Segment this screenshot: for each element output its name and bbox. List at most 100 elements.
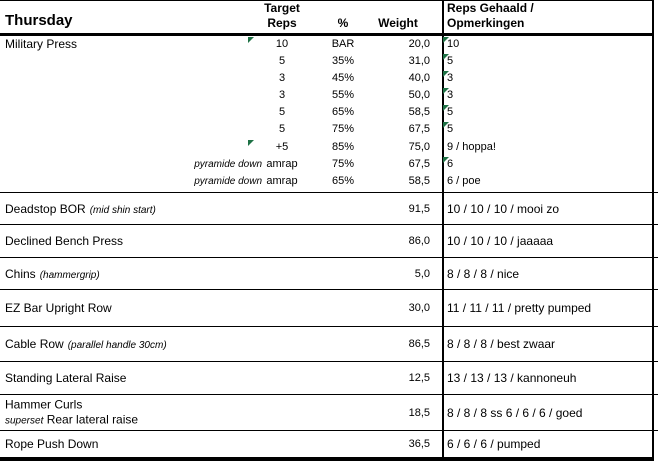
- col-header-reps-line1: Reps Gehaald /: [447, 1, 534, 15]
- header-underline: [0, 33, 654, 36]
- col-header-percent[interactable]: %: [337, 16, 349, 30]
- percent-cell[interactable]: 85%: [331, 141, 355, 153]
- col-header-reps-gehaald[interactable]: Reps Gehaald / Opmerkingen: [447, 1, 534, 31]
- exercise-name[interactable]: Declined Bench Press: [5, 234, 124, 248]
- target-reps-cell[interactable]: 5: [278, 106, 286, 118]
- reps-achieved-cell[interactable]: 8 / 8 / 8 / best zwaar: [447, 337, 556, 351]
- right-border: [652, 0, 654, 461]
- weight-cell[interactable]: 20,0: [408, 38, 430, 50]
- exercise-annotation: (parallel handle 30cm): [67, 340, 167, 351]
- exercise-row-hammer-curls: Hammer Curls superset Rear lateral raise…: [0, 394, 658, 430]
- weight-cell[interactable]: 50,0: [408, 89, 430, 101]
- target-reps-cell[interactable]: +5: [275, 141, 289, 153]
- percent-cell[interactable]: 55%: [331, 89, 355, 101]
- exercise-row-declined-bench-press: Declined Bench Press 86,0 10 / 10 / 10 /…: [0, 224, 658, 257]
- weight-cell[interactable]: 58,5: [408, 175, 430, 187]
- reps-achieved-cell[interactable]: 5: [447, 55, 454, 67]
- reps-achieved-cell[interactable]: 11 / 11 / 11 / pretty pumped: [447, 301, 592, 315]
- exercise-annotation: (hammergrip): [39, 269, 100, 281]
- error-indicator-icon: [443, 37, 449, 43]
- target-reps-cell[interactable]: 3: [278, 89, 286, 101]
- exercise-name-military-press[interactable]: Military Press: [5, 37, 78, 51]
- col-header-weight[interactable]: Weight: [378, 16, 418, 30]
- weight-cell[interactable]: 58,5: [408, 106, 430, 118]
- weight-cell[interactable]: 30,0: [408, 302, 430, 314]
- exercise-name[interactable]: Cable Row (parallel handle 30cm): [5, 337, 167, 351]
- weight-cell[interactable]: 67,5: [408, 123, 430, 135]
- exercise-row-ez-bar-upright-row: EZ Bar Upright Row 30,0 11 / 11 / 11 / p…: [0, 289, 658, 326]
- weight-cell[interactable]: 40,0: [408, 72, 430, 84]
- weight-cell[interactable]: 86,5: [408, 338, 430, 350]
- error-indicator-icon: [443, 88, 449, 94]
- percent-cell[interactable]: 35%: [331, 55, 355, 67]
- target-reps-cell[interactable]: 10: [275, 38, 289, 50]
- set-row: pyramide down amrap 75% 67,5 6: [0, 156, 658, 173]
- target-reps-cell[interactable]: 3: [278, 72, 286, 84]
- reps-achieved-cell[interactable]: 3: [447, 72, 454, 84]
- exercise-name[interactable]: Standing Lateral Raise: [5, 371, 127, 385]
- target-reps-cell[interactable]: 5: [278, 123, 286, 135]
- reps-achieved-cell[interactable]: 10: [447, 38, 460, 50]
- weight-cell[interactable]: 86,0: [408, 235, 430, 247]
- day-title[interactable]: Thursday: [5, 12, 73, 29]
- reps-achieved-cell[interactable]: 10 / 10 / 10 / jaaaaa: [447, 234, 554, 248]
- reps-achieved-cell[interactable]: 5: [447, 106, 454, 118]
- target-reps-cell[interactable]: amrap: [266, 175, 298, 187]
- weight-cell[interactable]: 31,0: [408, 55, 430, 67]
- weight-cell[interactable]: 75,0: [408, 141, 430, 153]
- exercise-name[interactable]: EZ Bar Upright Row: [5, 301, 112, 315]
- percent-cell[interactable]: 65%: [331, 175, 355, 187]
- error-indicator-icon: [248, 140, 254, 146]
- exercise-row-standing-lateral-raise: Standing Lateral Raise 12,5 13 / 13 / 13…: [0, 361, 658, 394]
- exercise-row-deadstop-bor: Deadstop BOR (mid shin start) 91,5 10 / 1…: [0, 192, 658, 224]
- target-reps-cell[interactable]: 5: [278, 55, 286, 67]
- error-indicator-icon: [443, 157, 449, 163]
- error-indicator-icon: [443, 54, 449, 60]
- target-reps-cell[interactable]: amrap: [266, 158, 298, 170]
- set-row: 10 BAR 20,0 10: [0, 36, 658, 53]
- col-header-target-reps[interactable]: Target Reps: [246, 1, 318, 31]
- weight-cell[interactable]: 67,5: [408, 158, 430, 170]
- weight-cell[interactable]: 36,5: [408, 438, 430, 450]
- reps-achieved-cell[interactable]: 13 / 13 / 13 / kannoneuh: [447, 371, 577, 385]
- reps-achieved-cell[interactable]: 6: [447, 158, 454, 170]
- weight-cell[interactable]: 5,0: [414, 267, 430, 280]
- percent-cell[interactable]: 45%: [331, 72, 355, 84]
- weight-cell[interactable]: 18,5: [408, 406, 430, 419]
- reps-achieved-cell[interactable]: 8 / 8 / 8 / nice: [447, 266, 520, 281]
- exercise-name[interactable]: Hammer Curls superset Rear lateral raise: [5, 397, 139, 426]
- reps-achieved-cell[interactable]: 9 / hoppa!: [447, 141, 496, 153]
- reps-column-border: [442, 0, 444, 457]
- top-border: [0, 0, 654, 1]
- reps-achieved-cell[interactable]: 10 / 10 / 10 / mooi zo: [447, 201, 560, 216]
- set-row: 5 35% 31,0 5: [0, 53, 658, 70]
- error-indicator-icon: [248, 37, 254, 43]
- set-note[interactable]: pyramide down: [194, 159, 262, 170]
- exercise-name[interactable]: Rope Push Down: [5, 437, 99, 451]
- reps-achieved-cell[interactable]: 5: [447, 123, 454, 135]
- set-row: 5 65% 58,5 5: [0, 104, 658, 121]
- superset-label: superset: [5, 415, 44, 426]
- exercise-row-chins: Chins (hammergrip) 5,0 8 / 8 / 8 / nice: [0, 257, 658, 289]
- superset-exercise-name: Rear lateral raise: [46, 412, 139, 426]
- exercise-name[interactable]: Deadstop BOR (mid shin start): [5, 201, 156, 216]
- reps-achieved-cell[interactable]: 6 / 6 / 6 / pumped: [447, 437, 541, 451]
- percent-cell[interactable]: 65%: [331, 106, 355, 118]
- col-header-target-line1: Target: [264, 1, 300, 15]
- reps-achieved-cell[interactable]: 3: [447, 89, 454, 101]
- weight-cell[interactable]: 91,5: [408, 202, 430, 215]
- exercise-name[interactable]: Chins (hammergrip): [5, 266, 100, 281]
- col-header-reps-line2: Opmerkingen: [447, 16, 525, 30]
- set-row: +5 85% 75,0 9 / hoppa!: [0, 139, 658, 156]
- set-note[interactable]: pyramide down: [194, 176, 262, 187]
- exercise-row-rope-push-down: Rope Push Down 36,5 6 / 6 / 6 / pumped: [0, 430, 658, 457]
- set-row: 3 55% 50,0 3: [0, 87, 658, 104]
- weight-cell[interactable]: 12,5: [408, 372, 430, 384]
- reps-achieved-cell[interactable]: 6 / poe: [447, 175, 481, 187]
- percent-cell[interactable]: 75%: [331, 158, 355, 170]
- percent-cell[interactable]: 75%: [331, 123, 355, 135]
- reps-achieved-cell[interactable]: 8 / 8 / 8 ss 6 / 6 / 6 / goed: [447, 405, 583, 420]
- set-row: pyramide down amrap 65% 58,5 6 / poe: [0, 173, 658, 190]
- percent-cell[interactable]: BAR: [331, 38, 355, 50]
